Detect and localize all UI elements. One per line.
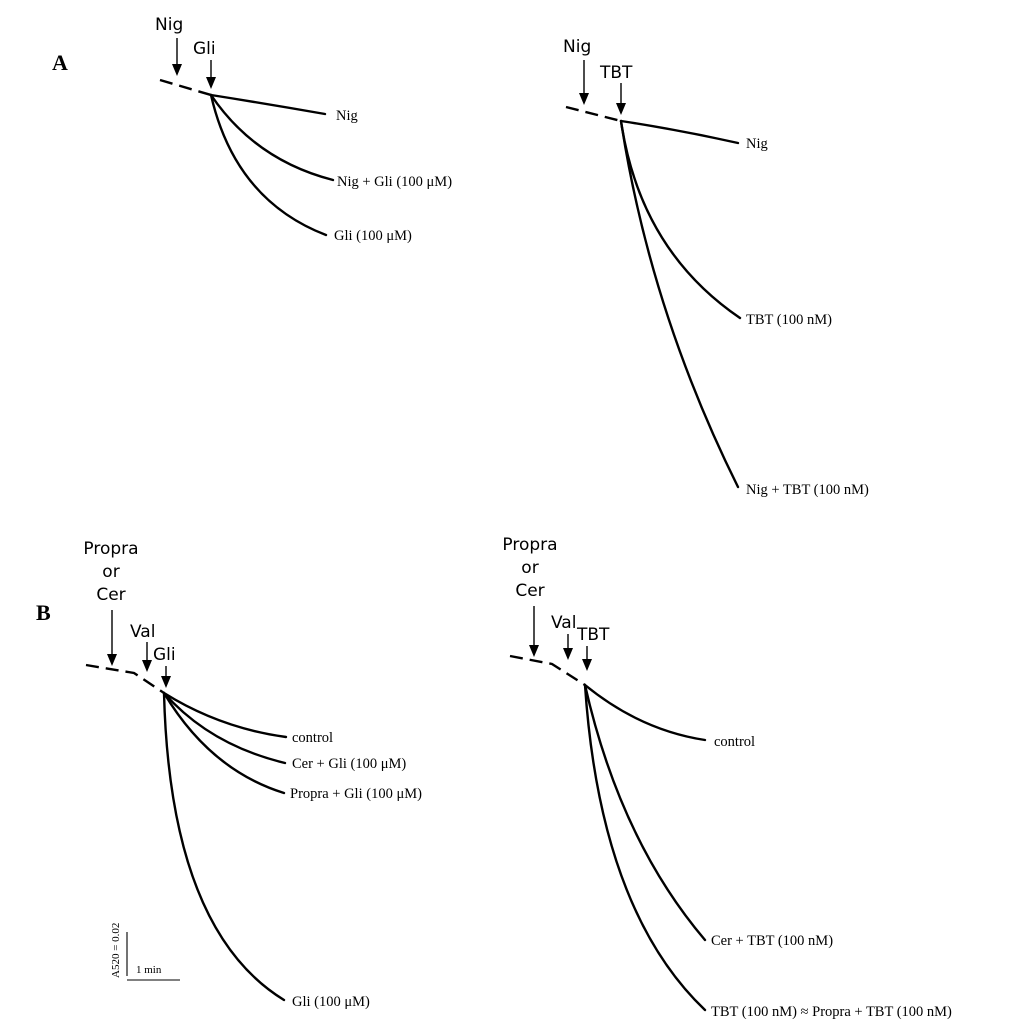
addition-label-or: or <box>102 562 119 582</box>
trace-propra-gli <box>162 691 286 795</box>
trace-control <box>162 691 288 739</box>
trace-label-cer-gli: Cer + Gli (100 μM) <box>292 756 406 772</box>
addition-label-gli: Gli <box>153 645 176 665</box>
arrow-down-icon <box>582 646 592 671</box>
baseline-trace <box>159 78 212 97</box>
arrow-down-icon <box>529 606 539 657</box>
addition-label-val: Val <box>551 613 576 633</box>
trace-label-tbt: TBT (100 nM) <box>746 312 832 328</box>
panel-a-right: Nig TBT Nig TBT (100 nM) Nig + TBT (100 … <box>563 37 869 498</box>
arrow-down-icon <box>616 83 626 115</box>
trace-label-gli: Gli (100 μM) <box>334 228 412 244</box>
baseline-trace <box>509 654 586 687</box>
baseline-trace <box>565 105 622 123</box>
scale-bar: A520 = 0.02 1 min <box>110 923 180 981</box>
trace-tbt <box>583 683 707 1012</box>
addition-label-gli: Gli <box>193 39 216 59</box>
panel-b-left: Propra or Cer Val Gli control Cer + Gli … <box>83 539 422 1010</box>
trace-nig <box>209 93 327 116</box>
scale-label-absorbance: A520 = 0.02 <box>110 923 122 978</box>
trace-label-tbt: TBT (100 nM) ≈ Propra + TBT (100 nM) <box>711 1004 952 1020</box>
trace-label-gli: Gli (100 μM) <box>292 994 370 1010</box>
trace-label-nig: Nig <box>746 136 768 152</box>
trace-nig <box>619 119 740 145</box>
trace-label-nig: Nig <box>336 108 358 124</box>
trace-label-propra-gli: Propra + Gli (100 μM) <box>290 786 422 802</box>
trace-label-nig-tbt: Nig + TBT (100 nM) <box>746 482 869 498</box>
addition-label-cer: Cer <box>515 581 544 601</box>
arrow-down-icon <box>161 666 171 688</box>
trace-control <box>583 683 707 742</box>
trace-cer-gli <box>162 691 287 765</box>
addition-label-nig: Nig <box>155 15 183 35</box>
addition-label-tbt: TBT <box>599 63 633 83</box>
baseline-trace <box>85 663 165 694</box>
scale-label-time: 1 min <box>136 964 162 976</box>
arrow-down-icon <box>206 60 216 89</box>
arrow-down-icon <box>107 610 117 666</box>
trace-label-control: control <box>714 734 755 750</box>
addition-label-or: or <box>521 558 538 578</box>
trace-label-cer-tbt: Cer + TBT (100 nM) <box>711 933 833 949</box>
trace-gli <box>162 691 286 1002</box>
panel-b-right: Propra or Cer Val TBT control Cer + TBT … <box>502 535 952 1020</box>
addition-label-nig: Nig <box>563 37 591 57</box>
trace-label-nig-gli: Nig + Gli (100 μM) <box>337 174 452 190</box>
addition-label-propra: Propra <box>502 535 557 555</box>
trace-cer-tbt <box>583 683 707 942</box>
addition-label-tbt: TBT <box>576 625 610 645</box>
addition-label-val: Val <box>130 622 155 642</box>
addition-label-cer: Cer <box>96 585 125 605</box>
panel-a-letter: A <box>52 50 68 75</box>
arrow-down-icon <box>172 38 182 76</box>
trace-nig-gli <box>209 93 335 182</box>
trace-gli <box>209 93 328 237</box>
trace-label-control: control <box>292 730 333 746</box>
panel-b-letter: B <box>36 600 51 625</box>
trace-nig-tbt <box>619 119 740 489</box>
arrow-down-icon <box>563 634 573 660</box>
arrow-down-icon <box>579 60 589 105</box>
trace-tbt <box>619 119 742 320</box>
addition-label-propra: Propra <box>83 539 138 559</box>
panel-a-left: Nig Gli Nig Nig + Gli (100 μM) Gli (100 … <box>155 15 452 244</box>
arrow-down-icon <box>142 642 152 672</box>
